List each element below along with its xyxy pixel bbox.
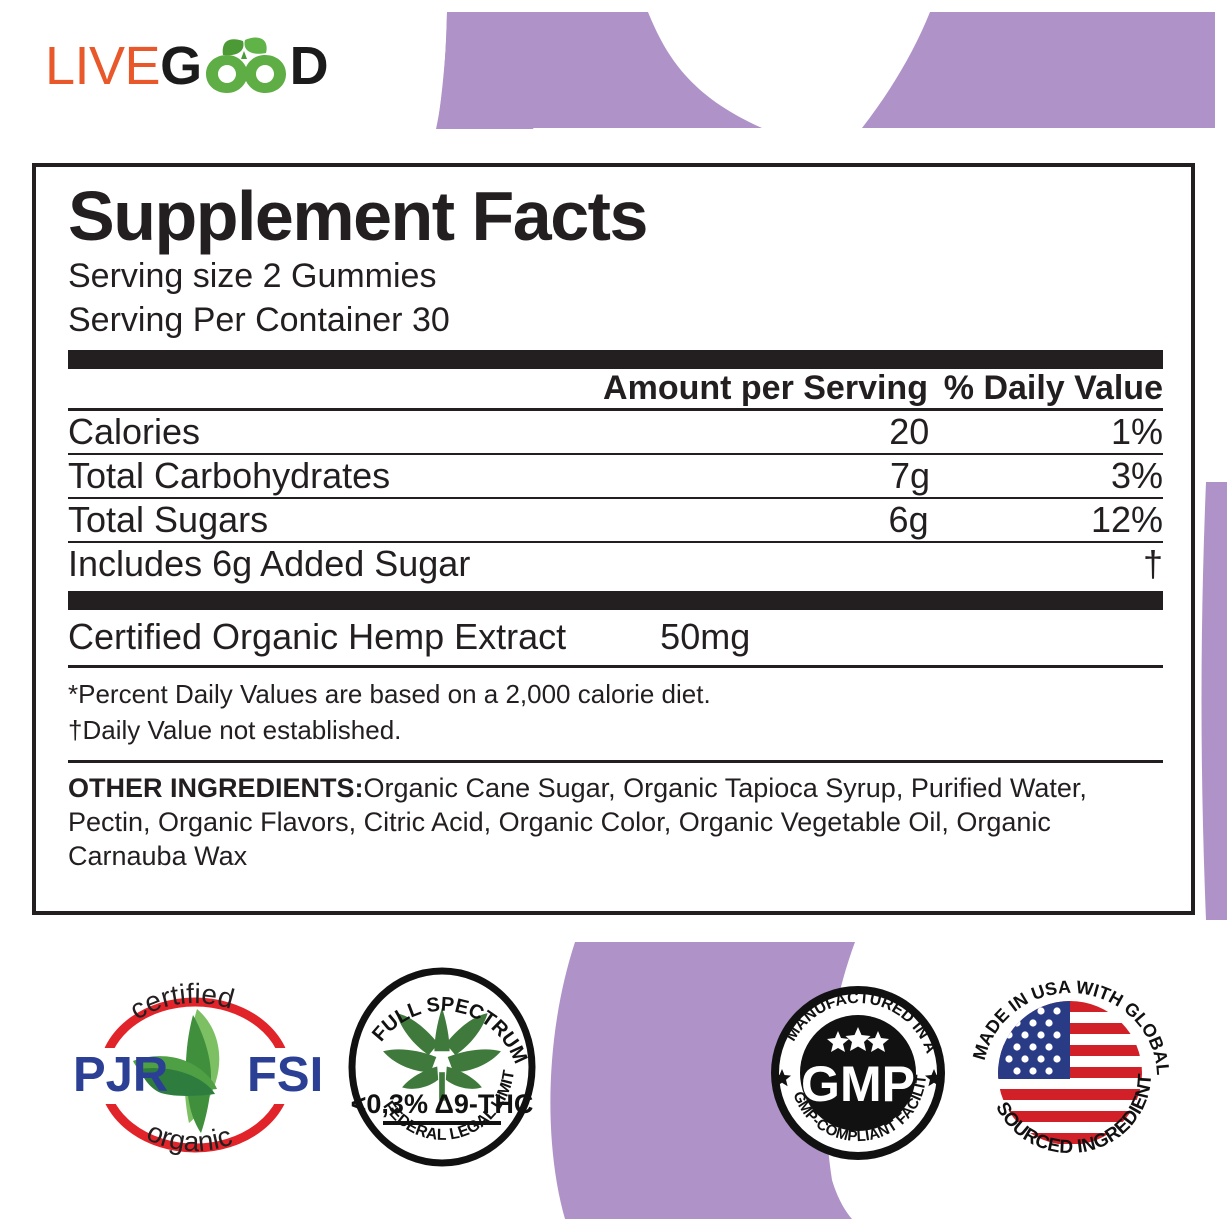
active-ingredient-amount: 50mg bbox=[660, 616, 751, 658]
usa-flag-circle-icon bbox=[998, 1001, 1142, 1145]
logo-text-d: D bbox=[289, 36, 329, 96]
purple-shape-top-1 bbox=[436, 12, 563, 129]
row-label-total-sugars: Total Sugars bbox=[68, 499, 269, 541]
nutrition-rows: Calories 20 1% bbox=[68, 411, 1163, 453]
row-amount-added-sugar bbox=[595, 543, 929, 585]
row-amount-calories: 20 bbox=[889, 411, 930, 453]
badge-text-certified: certified bbox=[124, 978, 237, 1025]
divider-row-2 bbox=[68, 497, 1163, 500]
table-row: Calories 20 1% bbox=[68, 411, 1163, 453]
header-amount-per-serving: Amount per Serving bbox=[603, 369, 928, 408]
logo-text-live: LIVE bbox=[45, 36, 161, 96]
row-amount-total-sugars: 6g bbox=[888, 499, 929, 541]
badge-made-in-usa: MADE IN USA WITH GLOBALLY SOURCED INGRED… bbox=[959, 957, 1175, 1178]
row-dv-total-sugars: 12% bbox=[1090, 499, 1163, 541]
table-row: Total Sugars 6g 12% bbox=[68, 499, 1163, 541]
header-blank bbox=[68, 369, 590, 408]
logo-text-g: G bbox=[160, 36, 202, 96]
badge-gmp: GMP MANUFACTURED IN A GMP-COMPLIANT FACI… bbox=[763, 970, 948, 1168]
row-dv-calories: 1% bbox=[1110, 411, 1163, 453]
badge-text-gmp: GMP bbox=[801, 1056, 915, 1112]
purple-shape-top-left bbox=[437, 12, 562, 128]
divider-row-3 bbox=[68, 541, 1163, 544]
page-title: Supplement Facts bbox=[68, 177, 648, 255]
badge-text-fsi: FSI bbox=[247, 1048, 323, 1102]
active-ingredient-row: Certified Organic Hemp Extract 50mg bbox=[68, 610, 1163, 665]
purple-shape-top-left-main bbox=[437, 12, 562, 129]
footnote-percent-daily-values: *Percent Daily Values are based on a 2,0… bbox=[68, 679, 711, 710]
badge-text-pjr: PJR bbox=[73, 1048, 168, 1102]
row-dv-added-sugar: † bbox=[1142, 543, 1163, 585]
servings-per-container: Serving Per Container 30 bbox=[68, 300, 450, 339]
other-ingredients-label: OTHER INGREDIENTS: bbox=[68, 772, 364, 803]
row-dv-total-carbohydrates: 3% bbox=[1110, 455, 1163, 497]
badge-full-spectrum: <0,3% Δ9-THC FULL SPECTRUM FEDERAL LEGAL… bbox=[345, 965, 540, 1175]
badge-text-thc-limit: <0,3% Δ9-THC bbox=[351, 1089, 534, 1119]
footnote-daily-value-not-established: †Daily Value not established. bbox=[68, 715, 402, 746]
table-row: Includes 6g Added Sugar † bbox=[68, 543, 1163, 585]
leaves-icon bbox=[133, 1009, 220, 1133]
other-ingredients: OTHER INGREDIENTS:Organic Cane Sugar, Or… bbox=[68, 763, 1163, 873]
brand-logo: LIVE G D bbox=[45, 36, 329, 96]
divider-row-1 bbox=[68, 453, 1163, 456]
certification-badges: PJR FSI certified organic bbox=[0, 935, 1227, 1227]
table-row: Total Carbohydrates 7g 3% bbox=[68, 455, 1163, 497]
nutrition-table: Amount per Serving % Daily Value bbox=[68, 369, 1163, 408]
divider-under-active-ingredient bbox=[68, 665, 1163, 669]
table-header-row: Amount per Serving % Daily Value bbox=[68, 369, 1163, 408]
other-ingredients-text: Organic Cane Sugar, Organic Tapioca Syru… bbox=[68, 772, 1087, 871]
purple-shape-b bbox=[862, 12, 1215, 128]
badge-pjr-fsi-certified-organic: PJR FSI certified organic bbox=[55, 953, 335, 1198]
purple-shape-right-edge bbox=[1201, 482, 1227, 920]
nutrition-rows-3: Total Sugars 6g 12% bbox=[68, 499, 1163, 541]
row-label-added-sugar: Includes 6g Added Sugar bbox=[68, 543, 471, 585]
nutrition-rows-2: Total Carbohydrates 7g 3% bbox=[68, 455, 1163, 497]
supplement-facts-panel: Supplement Facts Serving size 2 Gummies … bbox=[32, 163, 1195, 915]
active-ingredient-name: Certified Organic Hemp Extract bbox=[68, 616, 567, 658]
divider-bar-thick-top bbox=[68, 350, 1163, 370]
row-label-calories: Calories bbox=[68, 411, 201, 453]
divider-bar-thick-middle bbox=[68, 591, 1163, 611]
row-label-total-carbohydrates: Total Carbohydrates bbox=[68, 455, 391, 497]
purple-shape-a bbox=[438, 12, 762, 128]
nutrition-rows-4: Includes 6g Added Sugar † bbox=[68, 543, 1163, 585]
row-amount-total-carbohydrates: 7g bbox=[890, 455, 931, 497]
hemp-leaf-icon bbox=[383, 1007, 501, 1101]
header-percent-daily-value: % Daily Value bbox=[943, 369, 1163, 408]
serving-size: Serving size 2 Gummies bbox=[68, 257, 437, 295]
divider-under-headers bbox=[68, 408, 1163, 412]
divider-above-other-ingredients bbox=[68, 759, 1163, 763]
apple-infinity-leaf-icon bbox=[203, 37, 289, 95]
